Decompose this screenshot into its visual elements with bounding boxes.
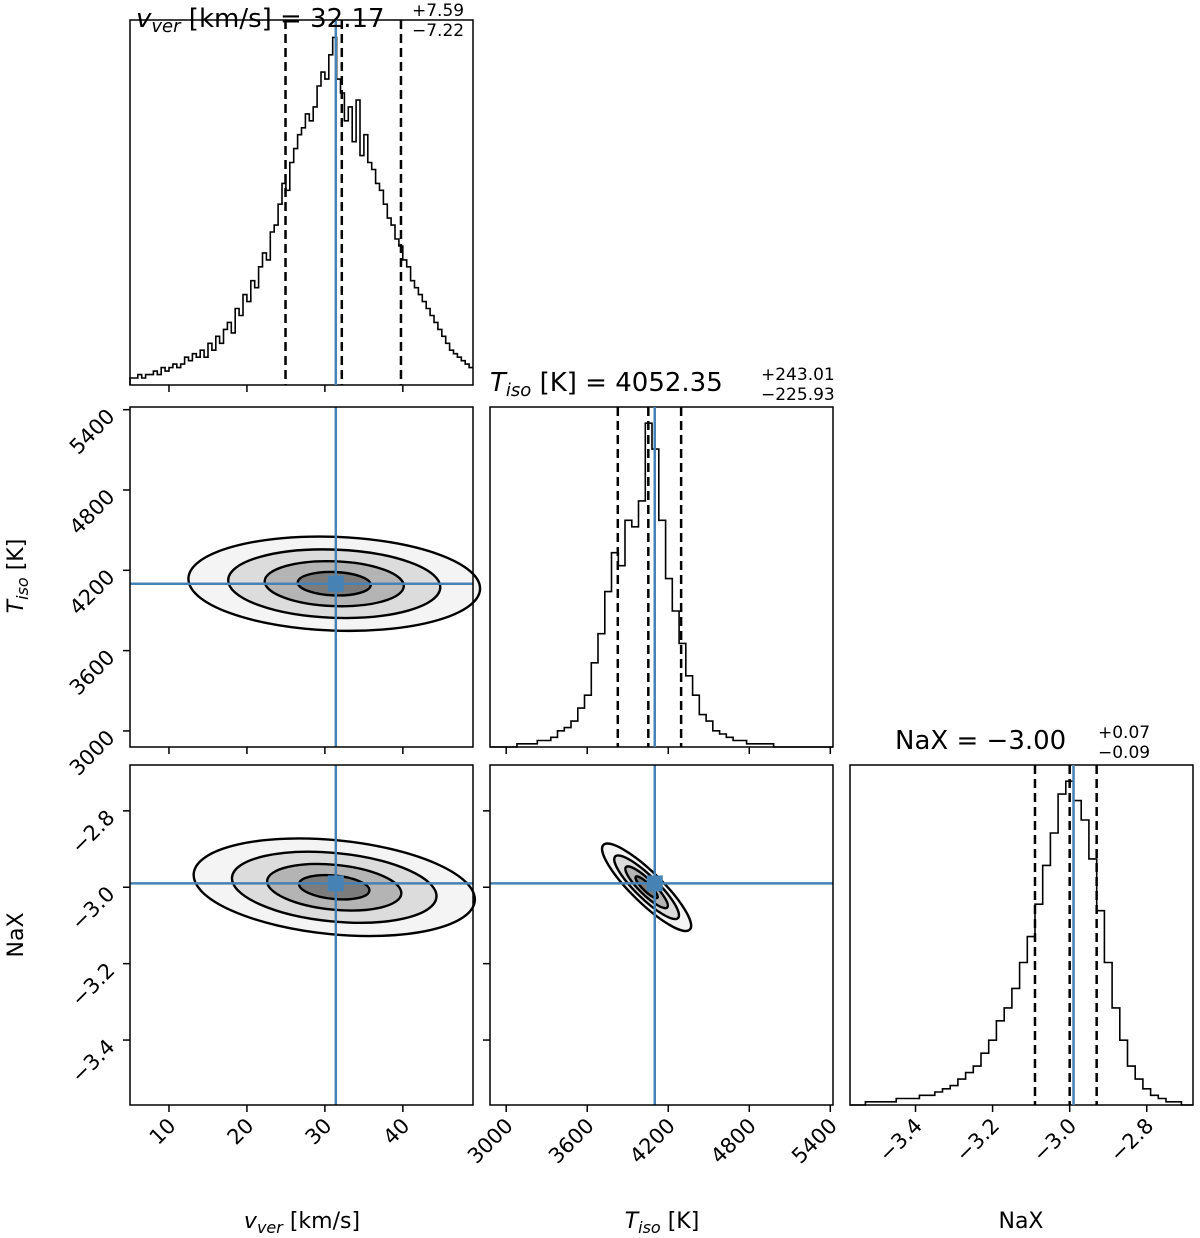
nax-histogram-marks — [850, 765, 1193, 1106]
axis-ticks: 10 20 30 40 3000 3600 4200 4800 5400 −3.4 −3.2 −3.0… — [65, 385, 1158, 1169]
x-tick-label: −2.8 — [1105, 1114, 1158, 1167]
y-tick-label: 4200 — [65, 565, 120, 620]
x-tick-label: 10 — [145, 1114, 181, 1150]
x-tick-label: −3.4 — [874, 1114, 927, 1167]
nax-title-minus: −0.09 — [1098, 743, 1150, 763]
tiso-title-median: 4052.35 — [615, 368, 723, 398]
y-tick-label: −3.0 — [67, 882, 120, 935]
y-tick-label: 3000 — [65, 725, 120, 780]
tiso-title-minus: −225.93 — [761, 385, 835, 405]
x-axis-label-vver: vver [km/s] — [244, 1209, 360, 1237]
truth-marker — [327, 875, 344, 892]
vver-histogram-panel — [129, 19, 474, 386]
tiso-vs-nax-panel — [489, 764, 834, 1106]
x-axis-label-nax: NaX — [998, 1209, 1043, 1234]
x-tick-label: 30 — [301, 1114, 337, 1150]
y-axis-label-tiso-sub: iso — [13, 577, 32, 600]
x-axis-label-vver-sym: v — [244, 1209, 258, 1234]
y-tick-label: −3.2 — [67, 958, 120, 1011]
tiso-title-unit: [K] — [540, 368, 577, 398]
x-axis-label-tiso-sym: T — [625, 1209, 640, 1234]
vver-nax-density — [130, 765, 477, 1105]
y-axis-label-tiso-unit: [K] — [4, 539, 29, 571]
tiso-title: Tiso [K] = 4052.35 — [490, 368, 723, 401]
x-tick-label: 20 — [223, 1114, 259, 1150]
truth-marker — [646, 875, 663, 892]
nax-title-median: −3.00 — [987, 726, 1067, 756]
x-tick-label: 3000 — [463, 1114, 518, 1169]
x-tick-label: 5400 — [787, 1114, 842, 1169]
tiso-title-plus: +243.01 — [761, 365, 835, 385]
y-tick-label: 3600 — [65, 645, 120, 700]
vver-title: vver [km/s] = 32.17 — [136, 4, 385, 37]
y-tick-label: 4800 — [65, 485, 120, 540]
y-axis-label-nax: NaX — [4, 912, 29, 957]
nax-title-plus: +0.07 — [1098, 723, 1150, 743]
x-axis-label-tiso: Tiso [K] — [625, 1209, 700, 1237]
histogram-step-line — [850, 780, 1193, 1106]
vver-title-sub: ver — [151, 16, 182, 37]
x-tick-label: 40 — [378, 1114, 414, 1150]
x-tick-label: −3.0 — [1028, 1114, 1081, 1167]
nax-histogram-panel — [849, 764, 1194, 1106]
x-tick-label: −3.2 — [951, 1114, 1004, 1167]
vver-title-median: 32.17 — [310, 4, 384, 34]
tiso-nax-frame — [489, 764, 834, 1106]
histogram-step-line — [490, 422, 833, 748]
y-axis-label-tiso-sym: T — [4, 598, 29, 613]
vver-title-plus: +7.59 — [412, 1, 464, 21]
y-tick-label: −3.4 — [67, 1035, 120, 1088]
histogram-step-line — [129, 36, 473, 385]
nax-histogram-frame — [849, 764, 1194, 1106]
x-tick-label: 4200 — [625, 1114, 680, 1169]
truth-marker — [327, 575, 344, 592]
y-tick-label: 5400 — [65, 404, 120, 459]
y-axis-label-tiso: Tiso [K] — [4, 539, 32, 614]
vver-tiso-frame — [129, 406, 474, 748]
tiso-histogram-marks — [490, 407, 833, 748]
x-tick-label: 3600 — [544, 1114, 599, 1169]
tiso-histogram-panel — [489, 406, 834, 748]
tiso-histogram-frame — [489, 406, 834, 748]
vver-title-minus: −7.22 — [412, 21, 464, 41]
nax-title: NaX = −3.00 — [895, 726, 1066, 756]
vver-vs-tiso-panel — [129, 406, 482, 748]
x-tick-label: 4800 — [706, 1114, 761, 1169]
vver-title-unit: [km/s] — [189, 4, 272, 34]
tiso-nax-density — [490, 765, 833, 1105]
x-axis-label-tiso-unit: [K] — [668, 1209, 700, 1234]
x-axis-label-vver-unit: [km/s] — [290, 1209, 360, 1234]
nax-title-sym: NaX — [895, 726, 948, 756]
vver-nax-frame — [129, 764, 474, 1106]
vver-vs-nax-panel — [129, 764, 477, 1106]
x-axis-label-tiso-sub: iso — [638, 1218, 661, 1237]
x-axis-label-vver-sub: ver — [257, 1218, 284, 1237]
y-tick-label: −2.8 — [67, 805, 120, 858]
vver-histogram-marks — [129, 20, 473, 385]
tiso-title-sub: iso — [506, 380, 531, 401]
vver-histogram-frame — [129, 19, 474, 386]
tiso-title-sym: T — [490, 368, 508, 398]
vver-title-sym: v — [136, 4, 152, 34]
vver-tiso-density — [130, 407, 482, 747]
